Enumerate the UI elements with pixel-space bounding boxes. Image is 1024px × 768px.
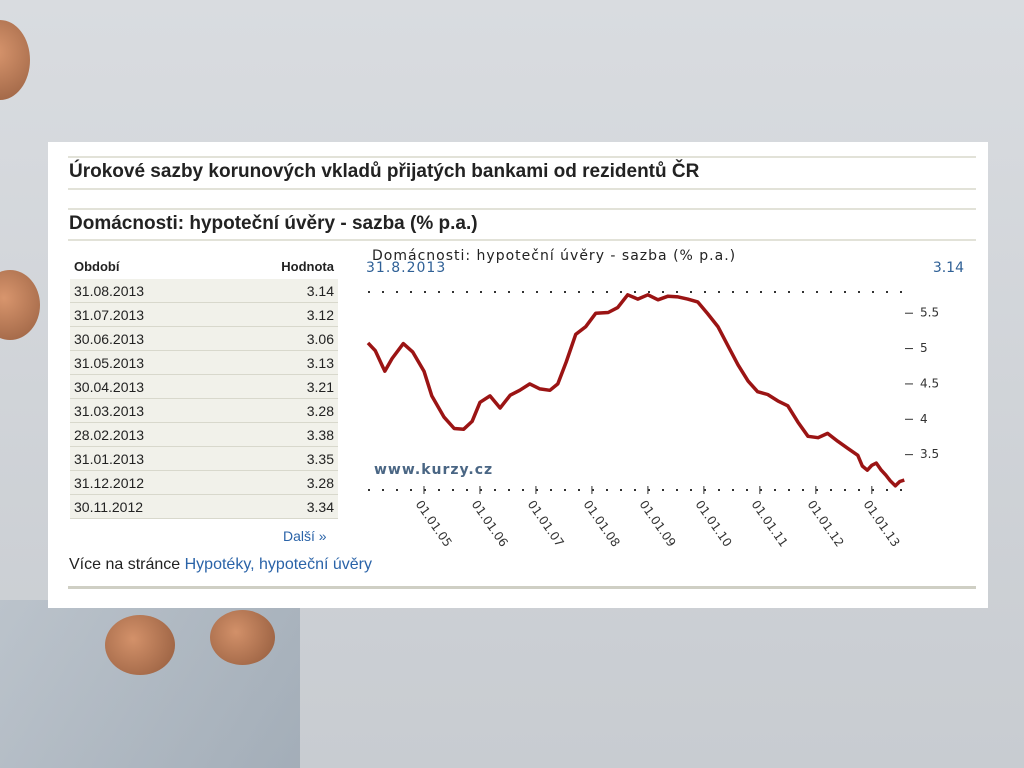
footer-link[interactable]: Hypotéky, hypoteční úvěry — [184, 556, 372, 573]
x-tick-label: 01.01.12 — [805, 498, 847, 550]
x-tick-label: 01.01.08 — [581, 498, 623, 550]
y-tick-label: 4 — [920, 412, 928, 426]
column-header: Období — [70, 254, 221, 279]
table-row: 31.08.2013 3.14 — [70, 278, 338, 303]
more-link[interactable]: Další » — [283, 528, 327, 544]
x-tick-label: 01.01.05 — [413, 498, 455, 550]
line-series — [366, 293, 905, 488]
x-tick-label: 01.01.13 — [860, 498, 902, 550]
table-row: 31.01.2013 3.35 — [70, 446, 338, 471]
annotation: www.kurzy.cz — [374, 462, 493, 478]
table-cell: 3.12 — [220, 302, 338, 327]
table-cell: 3.28 — [220, 398, 338, 423]
table-cell: 3.35 — [220, 446, 338, 471]
x-tick-label: 01.01.06 — [469, 498, 511, 550]
table-cell: 28.02.2013 — [70, 422, 221, 447]
table-cell: 3.14 — [220, 278, 338, 303]
table-cell: 3.28 — [220, 470, 338, 495]
chart-title: Domácnosti: hypoteční úvěry - sazba (% p… — [372, 248, 736, 264]
table-row: 30.06.2013 3.06 — [70, 326, 338, 351]
table-row: 30.04.2013 3.21 — [70, 374, 338, 399]
coin — [210, 610, 275, 665]
rule — [68, 156, 976, 158]
table-cell: 31.08.2013 — [70, 278, 221, 303]
footer: Více na stránce Hypotéky, hypoteční úvěr… — [69, 556, 372, 574]
x-tick-label: 01.01.07 — [525, 498, 567, 550]
rule — [68, 208, 976, 210]
coin — [105, 615, 175, 675]
x-tick-label: 01.01.09 — [637, 498, 679, 550]
rule — [68, 239, 976, 241]
table-row: 28.02.2013 3.38 — [70, 422, 338, 447]
x-tick-label: 01.01.10 — [693, 498, 735, 550]
table-cell: 31.12.2012 — [70, 470, 221, 495]
y-tick-label: 4.5 — [920, 376, 939, 390]
table-cell: 3.06 — [220, 326, 338, 351]
table-cell: 31.05.2013 — [70, 350, 221, 375]
table-cell: 30.04.2013 — [70, 374, 221, 399]
y-tick-label: 5.5 — [920, 306, 939, 320]
footer-text: Více na stránce — [69, 556, 181, 573]
table-cell: 3.34 — [220, 494, 338, 519]
annotation: 3.14 — [933, 260, 964, 276]
table-row: 31.07.2013 3.12 — [70, 302, 338, 327]
panel: Úrokové sazby korunových vkladů přijatýc… — [48, 142, 988, 608]
subtitle: Domácnosti: hypoteční úvěry - sazba (% p… — [69, 213, 478, 234]
table-cell: 3.38 — [220, 422, 338, 447]
y-tick-label: 5 — [920, 341, 928, 355]
table-cell: 3.21 — [220, 374, 338, 399]
data-table: Období Hodnota 31.08.2013 3.14 31.07.2013 3… — [70, 254, 338, 519]
table-row: 31.03.2013 3.28 — [70, 398, 338, 423]
table-cell: 30.06.2013 — [70, 326, 221, 351]
rule — [68, 586, 976, 589]
table-cell: 30.11.2012 — [70, 494, 221, 519]
annotation: 31.8.2013 — [366, 260, 446, 276]
title: Úrokové sazby korunových vkladů přijatýc… — [69, 161, 700, 182]
table-cell: 31.07.2013 — [70, 302, 221, 327]
table-row: 31.12.2012 3.28 — [70, 470, 338, 495]
x-tick-label: 01.01.11 — [749, 498, 791, 550]
table-cell: 31.03.2013 — [70, 398, 221, 423]
table-row: 30.11.2012 3.34 — [70, 494, 338, 519]
table-row: 31.05.2013 3.13 — [70, 350, 338, 375]
table-cell: 3.13 — [220, 350, 338, 375]
table-cell: 31.01.2013 — [70, 446, 221, 471]
column-header: Hodnota — [220, 254, 338, 279]
y-tick-label: 3.5 — [920, 447, 939, 461]
rule — [68, 188, 976, 190]
